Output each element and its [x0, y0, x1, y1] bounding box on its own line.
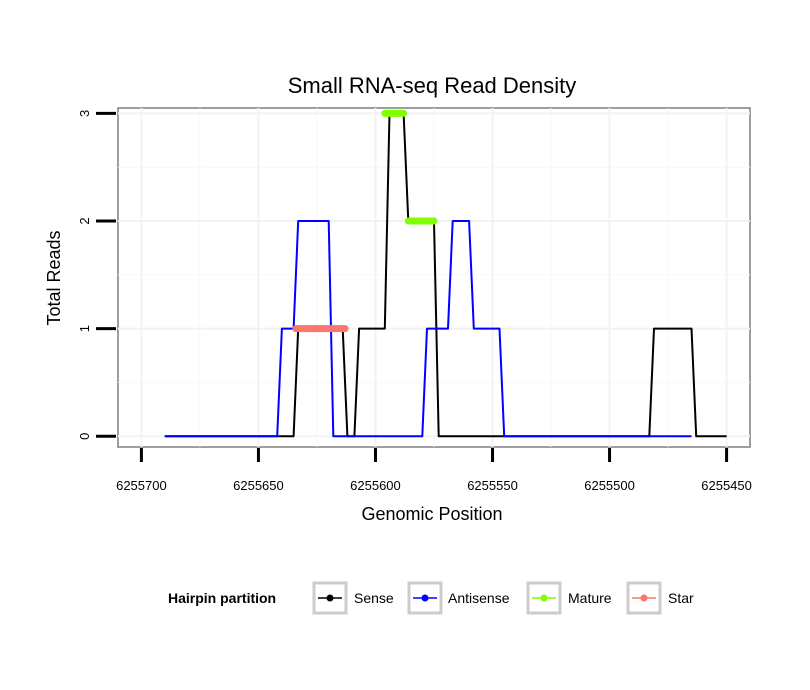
- x-tick-label: 6255550: [467, 478, 518, 493]
- legend-dot-antisense: [421, 594, 429, 602]
- x-tick-label: 6255650: [233, 478, 284, 493]
- x-tick-label: 6255500: [584, 478, 635, 493]
- series-layer: [164, 109, 727, 438]
- legend-label-star: Star: [668, 590, 694, 606]
- x-tick-label: 6255700: [116, 478, 167, 493]
- y-tick-label: 3: [77, 110, 92, 117]
- chart-title: Small RNA-seq Read Density: [288, 73, 577, 98]
- series-antisense-line: [164, 220, 692, 438]
- y-axis-title: Total Reads: [44, 230, 64, 325]
- y-tick-label: 1: [77, 325, 92, 332]
- x-axis: 6255700 6255650 6255600 6255550 6255500 62554…: [116, 448, 752, 493]
- grid-major: [118, 108, 750, 447]
- x-tick-label: 6255450: [701, 478, 752, 493]
- legend-title: Hairpin partition: [168, 590, 276, 606]
- x-axis-title: Genomic Position: [361, 504, 502, 524]
- grid-minor: [118, 108, 750, 447]
- legend-dot-mature: [540, 594, 548, 602]
- legend-label-antisense: Antisense: [448, 590, 510, 606]
- legend-dot-star: [640, 594, 648, 602]
- y-tick-label: 0: [77, 433, 92, 440]
- y-axis: 0 1 2 3: [77, 110, 116, 440]
- y-tick-label: 2: [77, 217, 92, 224]
- legend-label-mature: Mature: [568, 590, 612, 606]
- x-tick-label: 6255600: [350, 478, 401, 493]
- legend-label-sense: Sense: [354, 590, 394, 606]
- legend: Hairpin partition Sense Antisense Mature…: [168, 581, 694, 615]
- legend-dot-sense: [326, 594, 334, 602]
